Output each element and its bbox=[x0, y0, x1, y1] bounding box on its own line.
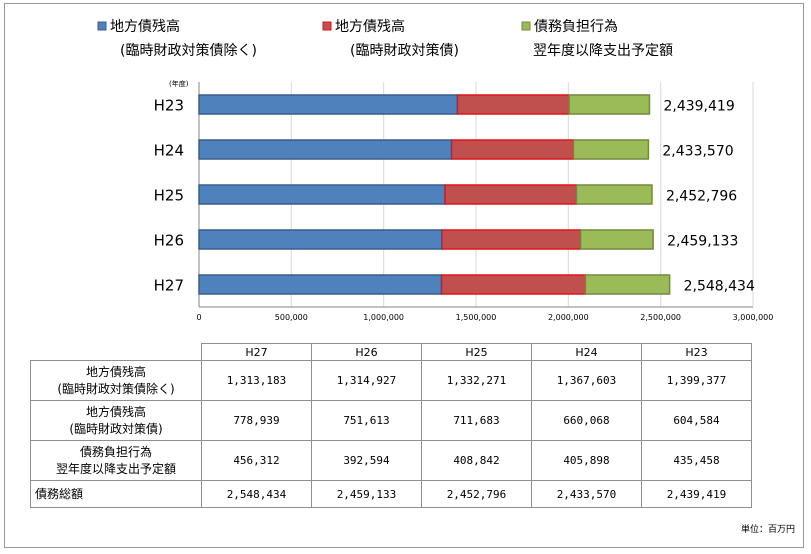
row-label: 地方債残高 (臨時財政対策債) bbox=[30, 400, 202, 441]
figure-frame bbox=[4, 3, 804, 548]
x-tick-label: 500,000 bbox=[275, 313, 308, 322]
table-cell: 1,399,377 bbox=[641, 360, 752, 401]
bar-segment bbox=[198, 94, 459, 115]
legend-label: 債務負担行為 bbox=[534, 19, 618, 35]
bar-segment bbox=[572, 139, 650, 160]
legend-label: (臨時財政対策債除く) bbox=[120, 42, 257, 59]
table-cell: 751,613 bbox=[311, 400, 422, 441]
total-data-label: 2,452,796 bbox=[666, 189, 737, 205]
legend-swatch bbox=[322, 21, 332, 31]
x-tick-label: 1,000,000 bbox=[363, 313, 404, 322]
legend-label: 地方債残高 bbox=[335, 18, 405, 35]
table-cell: 2,439,419 bbox=[641, 480, 752, 508]
table-cell: 1,332,271 bbox=[421, 360, 532, 401]
unit-note: 単位：百万円 bbox=[740, 525, 795, 535]
table-header-cell: H24 bbox=[531, 343, 642, 361]
table-row: 地方債残高 (臨時財政対策債除く) 1,313,183 1,314,927 1,3… bbox=[30, 360, 752, 401]
table-row: 地方債残高 (臨時財政対策債) 778,939 751,613 711,683 6… bbox=[30, 400, 752, 441]
table-cell: 456,312 bbox=[201, 440, 312, 481]
category-label: H24 bbox=[154, 142, 184, 160]
table-cell: 2,433,570 bbox=[531, 480, 642, 508]
total-data-label: 2,433,570 bbox=[662, 144, 733, 160]
table-header-cell: H27 bbox=[201, 343, 312, 361]
row-label-line2: (臨時財政対策債除く) bbox=[57, 381, 175, 396]
category-label: H27 bbox=[154, 277, 184, 295]
table-cell: 711,683 bbox=[421, 400, 532, 441]
bar-segment bbox=[450, 139, 575, 160]
bar-segment bbox=[575, 184, 653, 205]
table-cell: 604,584 bbox=[641, 400, 752, 441]
year-unit-label: (年度) bbox=[169, 79, 189, 88]
bar-segment bbox=[198, 274, 443, 295]
bar-segment bbox=[456, 94, 570, 115]
total-data-label: 2,548,434 bbox=[684, 279, 755, 295]
table-header-row: H27 H26 H25 H24 H23 bbox=[30, 343, 752, 361]
table-cell: 2,459,133 bbox=[311, 480, 422, 508]
bar-segment bbox=[441, 229, 582, 250]
legend-label: (臨時財政対策債) bbox=[350, 42, 459, 59]
table-cell: 435,458 bbox=[641, 440, 752, 481]
row-label-line1: 債務負担行為 bbox=[79, 444, 152, 459]
x-tick-label: 0 bbox=[196, 313, 201, 322]
row-label-line1: 地方債残高 bbox=[85, 404, 146, 419]
table-cell: 392,594 bbox=[311, 440, 422, 481]
category-label: H23 bbox=[154, 97, 184, 115]
x-tick-label: 1,500,000 bbox=[456, 313, 497, 322]
table-total-row: 債務総額 2,548,434 2,459,133 2,452,796 2,433… bbox=[30, 480, 752, 508]
bar-segment bbox=[584, 274, 671, 295]
legend-label: 翌年度以降支出予定額 bbox=[533, 43, 673, 59]
bar-segment bbox=[198, 229, 443, 250]
category-label: H25 bbox=[154, 187, 184, 205]
table-cell: 2,548,434 bbox=[201, 480, 312, 508]
x-tick-label: 2,500,000 bbox=[640, 313, 681, 322]
bar-segment bbox=[198, 139, 453, 160]
row-label-line1: 地方債残高 bbox=[85, 364, 146, 379]
legend-label: 地方債残高 bbox=[110, 18, 180, 35]
table-row: 債務負担行為翌年度以降支出予定額 456,312 392,594 408,842… bbox=[30, 440, 752, 481]
table-cell: 1,314,927 bbox=[311, 360, 422, 401]
data-table: H27 H26 H25 H24 H23 地方債残高 (臨時財政対策債除く) 1,3… bbox=[30, 343, 752, 508]
bar-segment bbox=[568, 94, 651, 115]
total-data-label: 2,439,419 bbox=[663, 99, 734, 115]
row-label-line2: (臨時財政対策債) bbox=[69, 421, 163, 436]
x-tick-label: 3,000,000 bbox=[733, 313, 774, 322]
bar-segment bbox=[579, 229, 654, 250]
bar-segment bbox=[440, 274, 587, 295]
table-cell: 660,068 bbox=[531, 400, 642, 441]
table-corner bbox=[30, 343, 202, 361]
table-cell: 405,898 bbox=[531, 440, 642, 481]
row-label-line2: 翌年度以降支出予定額 bbox=[55, 461, 176, 476]
bar-segment bbox=[444, 184, 578, 205]
table-cell: 1,313,183 bbox=[201, 360, 312, 401]
table-cell: 778,939 bbox=[201, 400, 312, 441]
category-label: H26 bbox=[154, 232, 184, 250]
table-cell: 2,452,796 bbox=[421, 480, 532, 508]
table-cell: 408,842 bbox=[421, 440, 532, 481]
table-header-cell: H26 bbox=[311, 343, 422, 361]
bar-segment bbox=[198, 184, 446, 205]
legend-swatch bbox=[521, 21, 531, 31]
total-data-label: 2,459,133 bbox=[667, 234, 738, 250]
x-tick-label: 2,000,000 bbox=[548, 313, 589, 322]
total-label: 債務総額 bbox=[30, 480, 202, 508]
table-cell: 1,367,603 bbox=[531, 360, 642, 401]
legend-swatch bbox=[97, 21, 107, 31]
row-label: 債務負担行為翌年度以降支出予定額 bbox=[30, 440, 202, 481]
row-label: 地方債残高 (臨時財政対策債除く) bbox=[30, 360, 202, 401]
table-header-cell: H25 bbox=[421, 343, 532, 361]
table-header-cell: H23 bbox=[641, 343, 752, 361]
stacked-bar-chart: 0 500,000 1,000,000 1,500,000 2,000,000 2,500… bbox=[97, 18, 774, 322]
